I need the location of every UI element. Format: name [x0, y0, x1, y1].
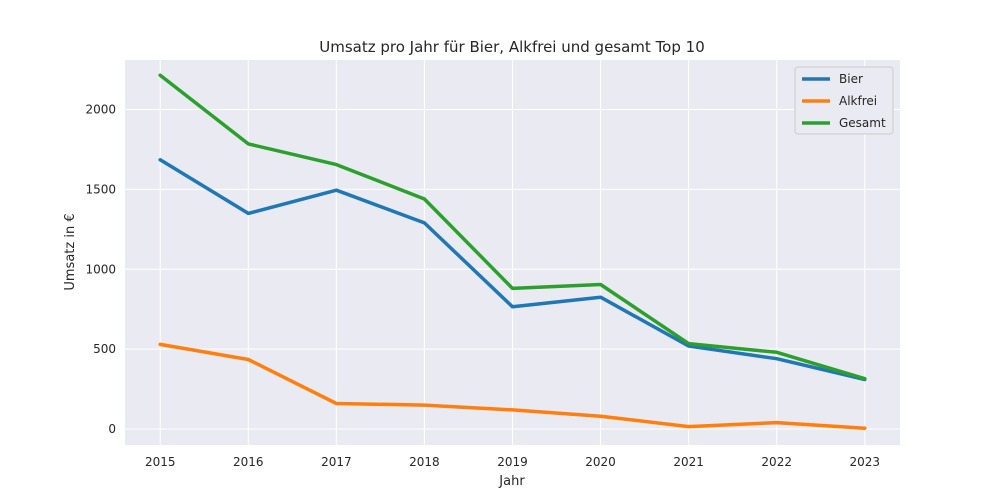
y-tick-label: 1500 [85, 182, 116, 196]
x-tick-label: 2020 [585, 455, 616, 469]
legend-label-gesamt: Gesamt [839, 116, 886, 130]
series-line-alkfrei [158, 342, 867, 430]
x-tick-label: 2021 [673, 455, 704, 469]
x-tick-label: 2018 [409, 455, 440, 469]
legend-label-bier: Bier [839, 72, 863, 86]
series-line-gesamt [158, 73, 867, 381]
x-tick-label: 2023 [849, 455, 880, 469]
x-tick-label: 2015 [145, 455, 176, 469]
y-axis-label: Umsatz in € [63, 213, 78, 290]
x-tick-label: 2017 [321, 455, 352, 469]
chart-title: Umsatz pro Jahr für Bier, Alkfrei und ge… [319, 38, 704, 56]
series-lines [158, 73, 867, 430]
y-tick-label: 500 [93, 342, 116, 356]
x-tick-label: 2016 [233, 455, 264, 469]
x-tick-label: 2019 [497, 455, 528, 469]
y-tick-labels: 0 500 1000 1500 2000 [85, 103, 116, 437]
y-tick-label: 1000 [85, 262, 116, 276]
legend-box [794, 66, 894, 135]
legend-label-alkfrei: Alkfrei [839, 94, 877, 108]
y-tick-label: 0 [108, 422, 116, 436]
legend: Bier Alkfrei Gesamt [794, 66, 894, 135]
x-tick-label: 2022 [761, 455, 792, 469]
series-line-bier [158, 158, 867, 382]
y-tick-label: 2000 [85, 103, 116, 117]
x-axis-label: Jahr [498, 474, 525, 489]
x-tick-labels: 2015 2016 2017 2018 2019 2020 2021 2022 2023 [145, 455, 880, 469]
